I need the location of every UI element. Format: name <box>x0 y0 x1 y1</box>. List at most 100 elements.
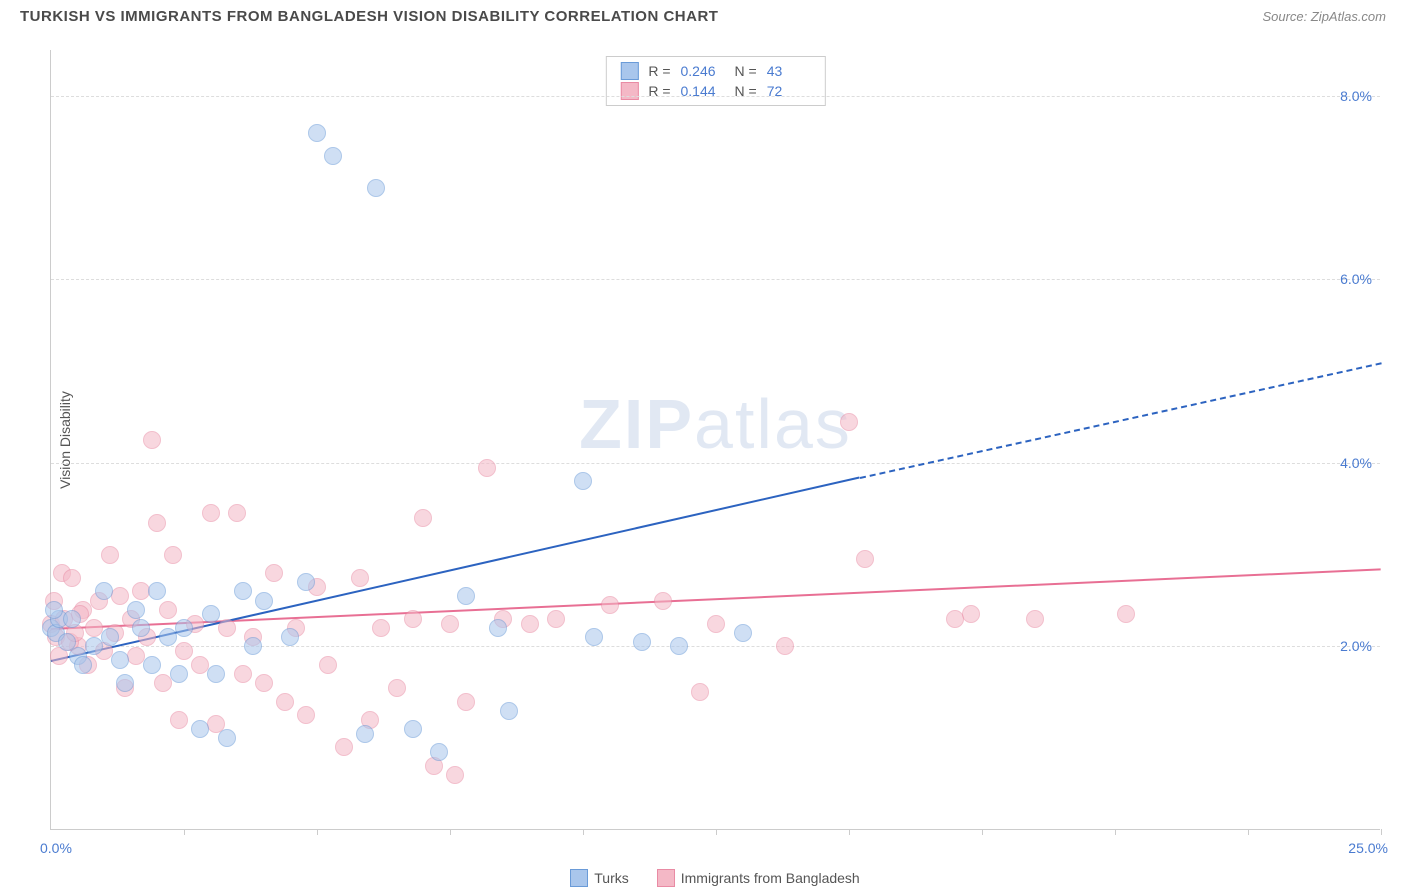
data-point <box>154 674 172 692</box>
data-point <box>734 624 752 642</box>
trendline <box>859 362 1381 479</box>
data-point <box>633 633 651 651</box>
data-point <box>324 147 342 165</box>
data-point <box>159 628 177 646</box>
data-point <box>218 729 236 747</box>
correlation-stats-box: R = 0.246 N = 43 R = 0.144 N = 72 <box>605 56 825 106</box>
data-point <box>776 637 794 655</box>
data-point <box>319 656 337 674</box>
data-point <box>159 601 177 619</box>
data-point <box>414 509 432 527</box>
source-attribution: Source: ZipAtlas.com <box>1262 9 1386 24</box>
data-point <box>601 596 619 614</box>
data-point <box>207 665 225 683</box>
data-point <box>143 656 161 674</box>
watermark-text: ZIPatlas <box>579 384 852 464</box>
data-point <box>297 706 315 724</box>
r-value-turks: 0.246 <box>681 63 725 79</box>
data-point <box>191 720 209 738</box>
gridline-y <box>51 96 1380 97</box>
data-point <box>441 615 459 633</box>
x-tick <box>450 829 451 835</box>
x-axis-min: 0.0% <box>40 840 72 856</box>
stats-row-turks: R = 0.246 N = 43 <box>620 61 810 81</box>
data-point <box>351 569 369 587</box>
data-point <box>478 459 496 477</box>
data-point <box>388 679 406 697</box>
data-point <box>265 564 283 582</box>
y-tick-label: 2.0% <box>1340 638 1372 654</box>
legend-swatch-bangladesh <box>657 869 675 887</box>
data-point <box>164 546 182 564</box>
data-point <box>297 573 315 591</box>
data-point <box>430 743 448 761</box>
data-point <box>132 619 150 637</box>
data-point <box>856 550 874 568</box>
data-point <box>335 738 353 756</box>
gridline-y <box>51 279 1380 280</box>
x-tick <box>1381 829 1382 835</box>
data-point <box>111 587 129 605</box>
data-point <box>255 674 273 692</box>
data-point <box>63 569 81 587</box>
data-point <box>175 642 193 660</box>
data-point <box>276 693 294 711</box>
data-point <box>234 582 252 600</box>
data-point <box>707 615 725 633</box>
data-point <box>367 179 385 197</box>
data-point <box>45 601 63 619</box>
scatter-chart: Vision Disability ZIPatlas R = 0.246 N =… <box>50 50 1380 830</box>
data-point <box>127 601 145 619</box>
data-point <box>489 619 507 637</box>
data-point <box>670 637 688 655</box>
data-point <box>63 610 81 628</box>
data-point <box>218 619 236 637</box>
data-point <box>170 711 188 729</box>
data-point <box>404 720 422 738</box>
data-point <box>356 725 374 743</box>
data-point <box>228 504 246 522</box>
x-tick <box>583 829 584 835</box>
x-tick <box>1115 829 1116 835</box>
data-point <box>372 619 390 637</box>
legend-item-bangladesh: Immigrants from Bangladesh <box>657 869 860 887</box>
watermark-atlas: atlas <box>694 385 852 463</box>
data-point <box>574 472 592 490</box>
swatch-turks <box>620 62 638 80</box>
data-point <box>116 674 134 692</box>
data-point <box>255 592 273 610</box>
legend-item-turks: Turks <box>570 869 628 887</box>
bottom-legend: Turks Immigrants from Bangladesh <box>50 869 1380 887</box>
x-tick <box>849 829 850 835</box>
x-tick <box>1248 829 1249 835</box>
data-point <box>281 628 299 646</box>
n-label: N = <box>735 63 757 79</box>
r-label: R = <box>648 63 670 79</box>
data-point <box>111 651 129 669</box>
x-axis-labels: 0.0% 25.0% <box>50 840 1380 860</box>
data-point <box>143 431 161 449</box>
data-point <box>74 656 92 674</box>
data-point <box>148 582 166 600</box>
data-point <box>244 637 262 655</box>
source-prefix: Source: <box>1262 9 1310 24</box>
watermark-zip: ZIP <box>579 385 694 463</box>
data-point <box>1026 610 1044 628</box>
data-point <box>202 605 220 623</box>
data-point <box>840 413 858 431</box>
data-point <box>170 665 188 683</box>
data-point <box>85 637 103 655</box>
y-axis-title: Vision Disability <box>57 391 73 489</box>
data-point <box>457 587 475 605</box>
data-point <box>521 615 539 633</box>
data-point <box>404 610 422 628</box>
y-tick-label: 6.0% <box>1340 271 1372 287</box>
data-point <box>101 628 119 646</box>
x-tick <box>982 829 983 835</box>
n-value-turks: 43 <box>767 63 811 79</box>
data-point <box>202 504 220 522</box>
data-point <box>962 605 980 623</box>
data-point <box>1117 605 1135 623</box>
x-tick <box>184 829 185 835</box>
x-tick <box>317 829 318 835</box>
